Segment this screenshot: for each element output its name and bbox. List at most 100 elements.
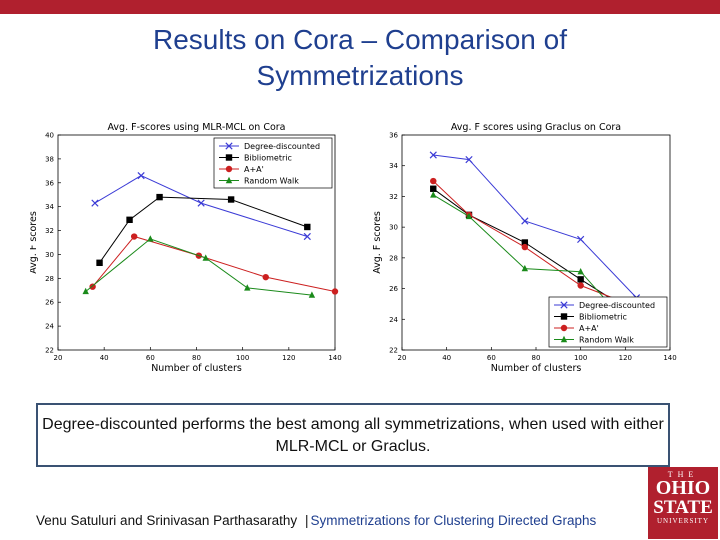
ohio-state-logo: THE OHIO STATE UNIVERSITY xyxy=(648,467,718,539)
mlr-xtick-label-1: 40 xyxy=(100,354,109,362)
graclus-legend-label-3: Random Walk xyxy=(579,336,634,345)
conclusion-text: Degree-discounted performs the best amon… xyxy=(42,416,664,455)
mlr-ytick-label-4: 30 xyxy=(45,251,54,259)
graclus-ytick-label-4: 30 xyxy=(389,224,398,232)
logo-line-state: STATE xyxy=(653,497,713,518)
mlr-xtick-label-3: 80 xyxy=(192,354,201,362)
graclus-series-0-point-0 xyxy=(429,151,437,159)
graclus-xtick-label-1: 40 xyxy=(442,354,451,362)
graclus-xtick-label-2: 60 xyxy=(487,354,496,362)
mlr-ylabel: Avg. F scores xyxy=(30,211,39,274)
mlr-series-2-point-3 xyxy=(262,273,269,281)
mlr-legend-label-1: Bibliometric xyxy=(244,154,292,163)
graclus-ytick-label-3: 28 xyxy=(389,254,398,262)
graclus-ytick-label-6: 34 xyxy=(389,162,398,170)
mlr-series-0 xyxy=(91,171,311,241)
graclus-series-0-point-1 xyxy=(465,155,473,164)
graclus-ytick-label-2: 26 xyxy=(389,285,398,293)
graclus-xtick-label-0: 20 xyxy=(398,354,407,362)
slide-title: Results on Cora – Comparison of Symmetri… xyxy=(60,22,660,94)
mlr-series-3-point-4 xyxy=(308,291,316,298)
graclus-legend-label-1: Bibliometric xyxy=(579,313,627,322)
graclus-series-3-point-2 xyxy=(521,264,529,272)
footer-authors: Venu Satuluri and Srinivasan Parthasarat… xyxy=(36,513,298,528)
mlr-series-3-point-0 xyxy=(82,287,89,295)
graclus-series-3-point-3 xyxy=(577,267,584,275)
mlr-series-3 xyxy=(82,235,316,298)
mlr-legend: Degree-discounted Bibliometric A+A' Random … xyxy=(213,137,333,189)
graclus-xtick-label-6: 140 xyxy=(663,354,676,362)
graclus-series-1-point-2 xyxy=(521,239,529,246)
chart-mlr-mcl-svg: Avg. F-scores using MLR-MCL on Cora 20 40 6… xyxy=(30,122,342,374)
mlr-series-0-point-1 xyxy=(137,171,145,180)
mlr-series-0-point-0 xyxy=(91,199,99,207)
mlr-legend-marker-1 xyxy=(225,154,233,161)
graclus-xtick-label-4: 100 xyxy=(574,354,587,362)
mlr-legend-marker-2 xyxy=(225,165,233,173)
chart-mlr-mcl: Avg. F-scores using MLR-MCL on Cora 20 40 6… xyxy=(30,110,350,375)
mlr-legend-marker-3 xyxy=(225,176,233,184)
logo-line-ohio: OHIO xyxy=(655,477,711,499)
graclus-series-0-point-2 xyxy=(521,217,529,225)
graclus-series-0-point-3 xyxy=(577,235,585,244)
mlr-series-1 xyxy=(96,193,311,267)
footer-separator: | xyxy=(304,513,309,528)
graclus-ytick-label-1: 24 xyxy=(389,316,398,324)
graclus-series-0-point-2-b xyxy=(521,217,529,225)
graclus-series-1-point-0 xyxy=(430,185,437,192)
chart-graclus-svg: Avg. F scores using Graclus on Cora 20 40 6… xyxy=(372,122,677,374)
graclus-series-2-point-2 xyxy=(521,243,529,251)
graclus-series-2-point-0 xyxy=(430,177,437,185)
mlr-ytick-label-5: 32 xyxy=(45,227,54,235)
mlr-xtick-label-5: 120 xyxy=(282,354,295,362)
mlr-series-1-point-3 xyxy=(227,196,235,203)
footer-topic: Symmetrizations for Clustering Directed … xyxy=(310,513,597,528)
mlr-ytick-label-6: 34 xyxy=(45,203,54,211)
graclus-title: Avg. F scores using Graclus on Cora xyxy=(451,122,621,133)
mlr-series-1-point-0 xyxy=(96,259,103,267)
mlr-ytick-label-1: 24 xyxy=(45,323,54,331)
mlr-series-0-point-1-b xyxy=(137,171,145,180)
graclus-ytick-label-5: 32 xyxy=(389,193,398,201)
mlr-xlabel: Number of clusters xyxy=(151,363,242,374)
mlr-series-2-point-4 xyxy=(331,288,339,295)
graclus-legend-marker-0-b xyxy=(560,301,568,309)
mlr-series-1-point-2 xyxy=(156,193,163,201)
graclus-legend-marker-0 xyxy=(560,301,568,309)
graclus-legend-marker-1 xyxy=(560,313,568,320)
graclus-legend-marker-2 xyxy=(560,324,568,332)
logo-line-university: UNIVERSITY xyxy=(657,517,709,525)
top-accent-bar xyxy=(0,0,720,14)
mlr-series-0-line xyxy=(94,175,308,237)
mlr-series-1-point-1 xyxy=(126,216,133,224)
mlr-series-3-point-1 xyxy=(147,235,154,242)
mlr-ytick-label-0: 22 xyxy=(45,347,54,355)
graclus-legend-label-0: Degree-discounted xyxy=(579,301,655,310)
mlr-series-1-point-4 xyxy=(304,223,311,231)
mlr-legend-label-0: Degree-discounted xyxy=(244,142,320,151)
mlr-xtick-label-4: 100 xyxy=(236,354,249,362)
footer: Venu Satuluri and Srinivasan Parthasarat… xyxy=(36,513,596,528)
mlr-series-0-point-3-b xyxy=(303,232,311,241)
mlr-series-3-point-2 xyxy=(202,254,209,261)
graclus-series-0-point-0-b xyxy=(429,151,437,159)
graclus-legend-label-2: A+A' xyxy=(579,324,599,333)
graclus-series-0-point-1-b xyxy=(465,155,473,164)
chart-graclus: Avg. F scores using Graclus on Cora 20 40 6… xyxy=(370,112,690,377)
graclus-series-3-point-0 xyxy=(430,191,437,198)
graclus-xtick-label-5: 120 xyxy=(619,354,632,362)
mlr-series-0-point-2 xyxy=(197,199,205,207)
mlr-ytick-label-8: 38 xyxy=(45,155,54,163)
graclus-legend: Degree-discounted Bibliometric A+A' Random … xyxy=(548,296,668,348)
mlr-xtick-label-0: 20 xyxy=(54,354,63,362)
slide-title-line1: Results on Cora – Comparison of xyxy=(153,24,567,55)
graclus-series-2-point-3 xyxy=(577,282,584,289)
logo-line-the: THE xyxy=(667,470,699,479)
mlr-series-0-point-0-b xyxy=(91,199,99,207)
mlr-legend-marker-0 xyxy=(225,142,233,150)
mlr-xtick-label-2: 60 xyxy=(146,354,155,362)
mlr-series-2-point-1 xyxy=(130,233,138,240)
mlr-legend-label-3: Random Walk xyxy=(244,177,299,186)
graclus-legend-marker-3 xyxy=(560,335,568,343)
graclus-ytick-label-7: 36 xyxy=(389,132,398,140)
